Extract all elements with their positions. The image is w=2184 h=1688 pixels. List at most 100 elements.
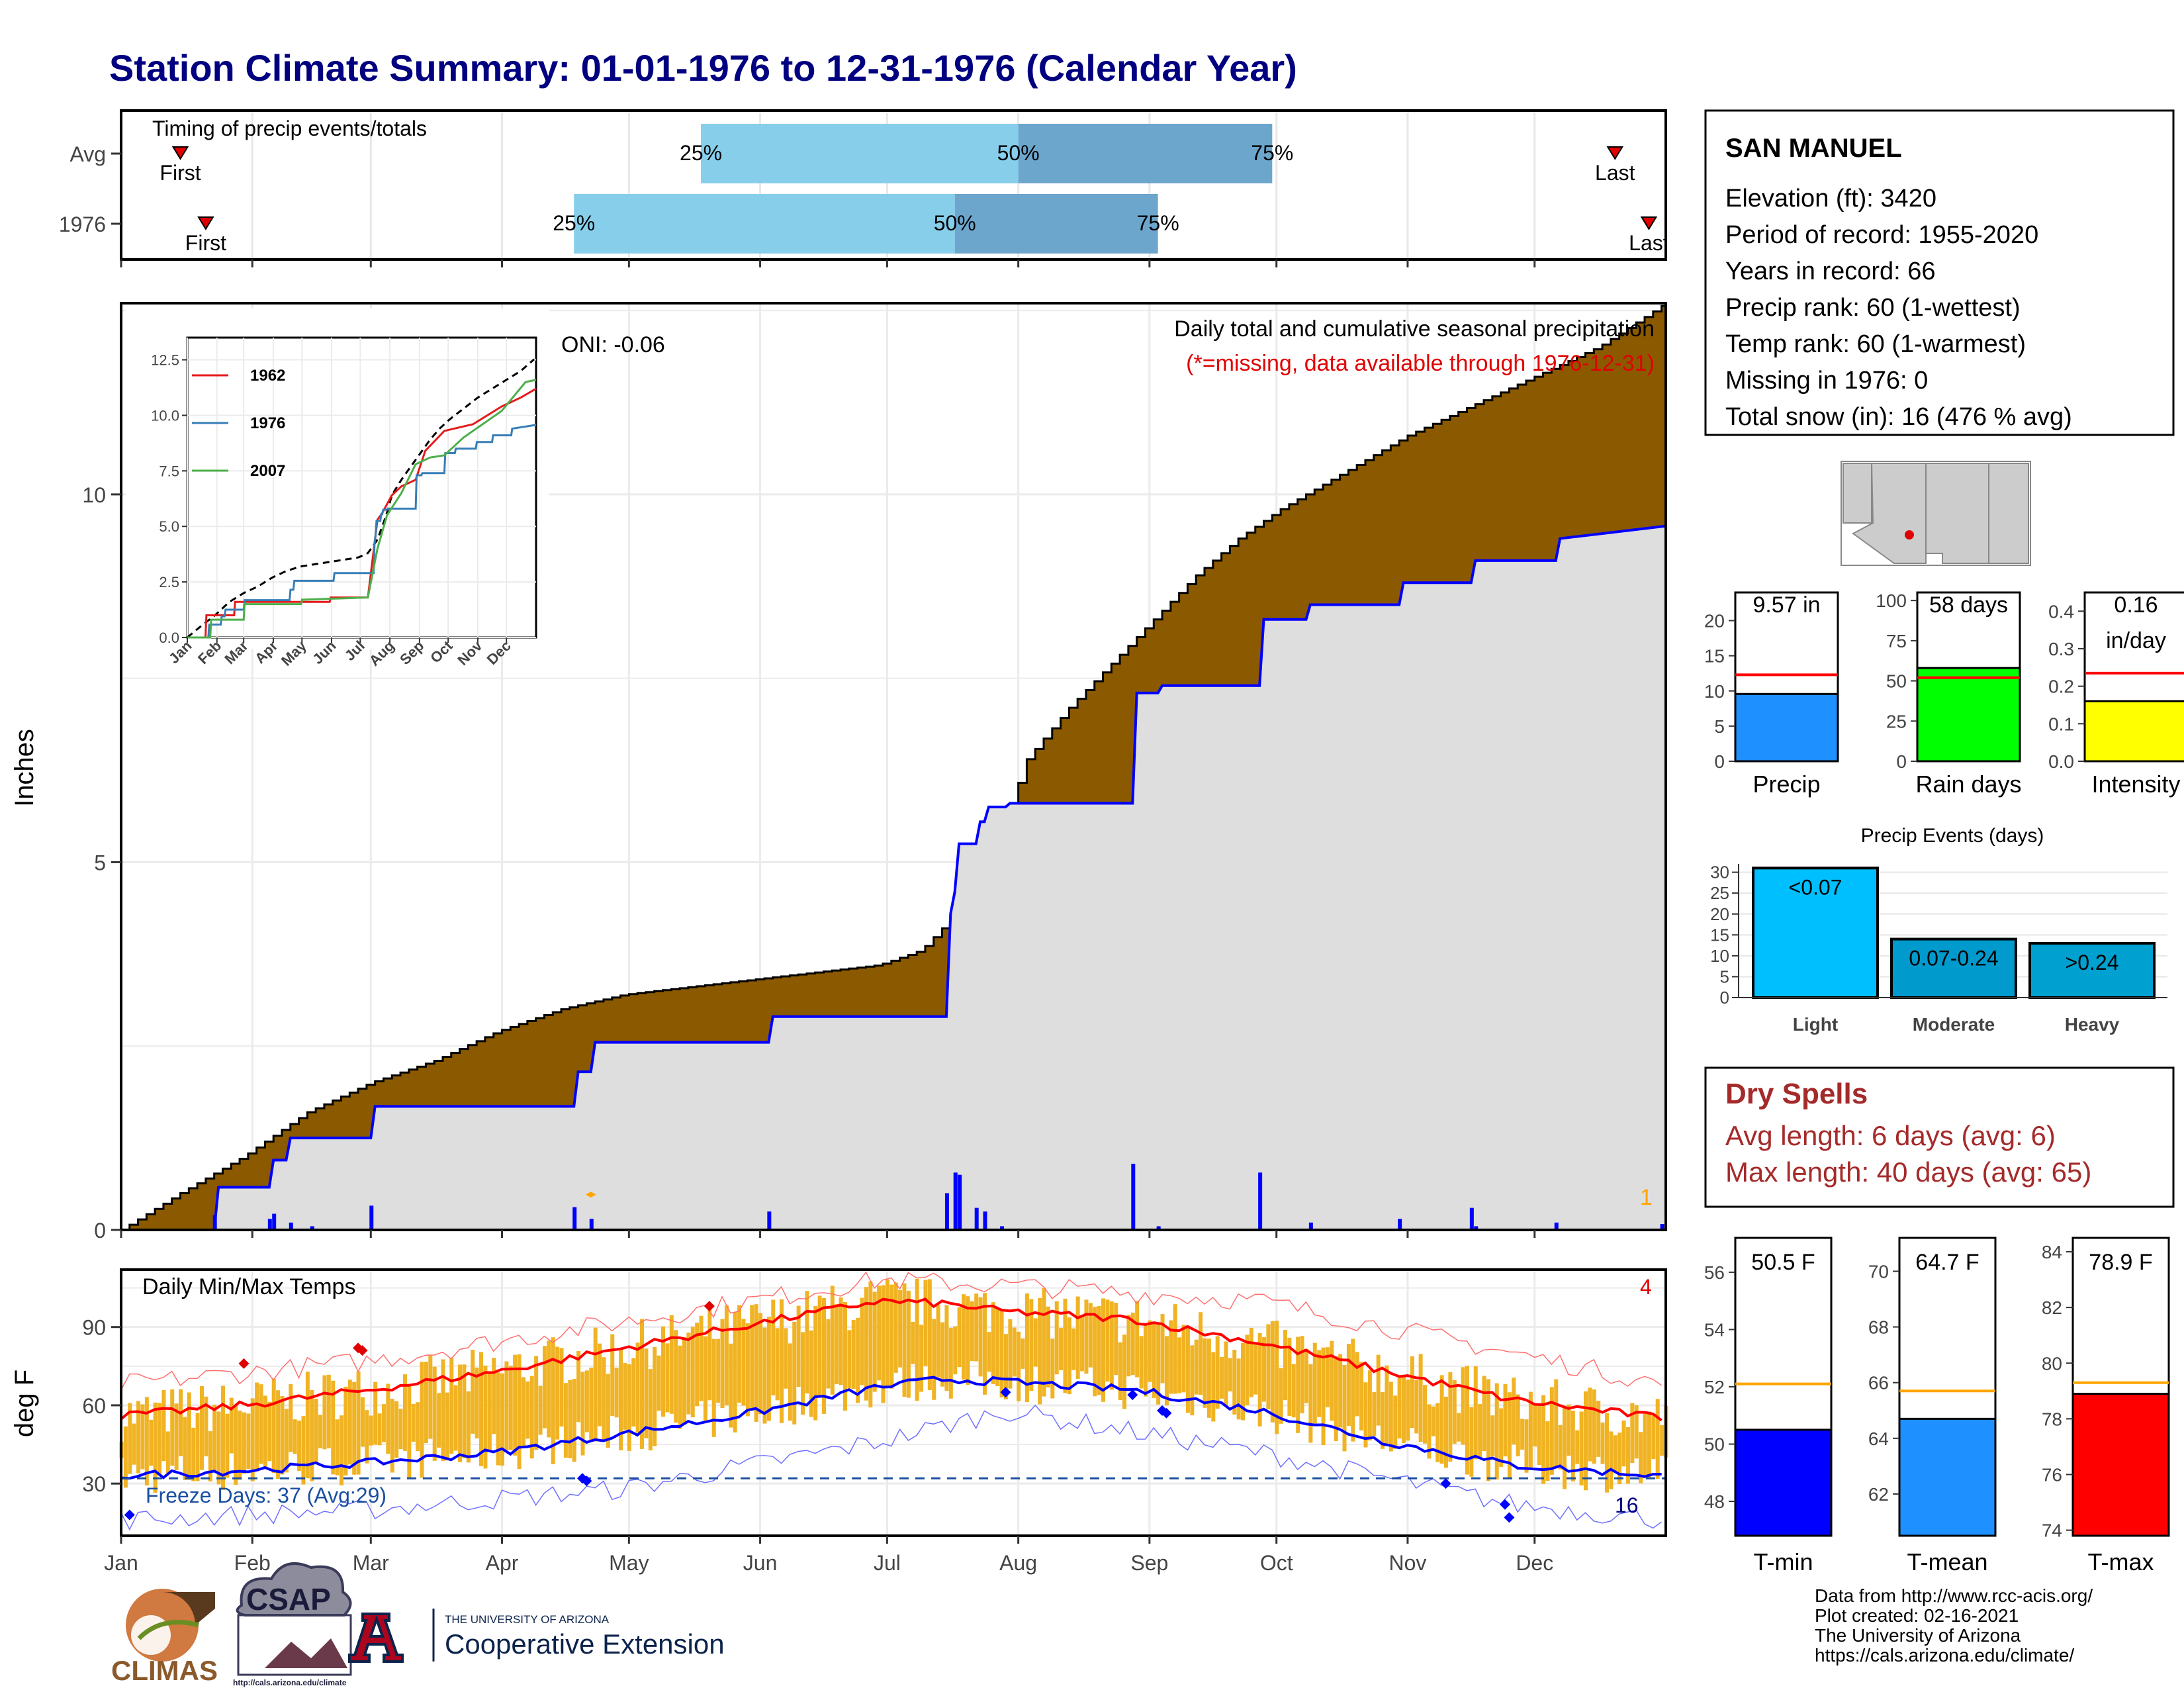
- record-low-marker: [1504, 1512, 1515, 1523]
- daily-temp-bar: [365, 1410, 369, 1464]
- daily-temp-bar: [821, 1297, 826, 1414]
- daily-temp-bar: [1067, 1317, 1071, 1395]
- daily-temp-bar: [234, 1405, 238, 1485]
- daily-temp-bar: [1604, 1413, 1609, 1493]
- daily-temp-bar: [289, 1384, 293, 1452]
- daily-temp-bar: [619, 1348, 623, 1451]
- daily-temp-bar: [1203, 1338, 1207, 1408]
- daily-temp-bar: [602, 1357, 606, 1441]
- daily-temp-bar: [538, 1385, 543, 1435]
- daily-temp-bar: [1017, 1331, 1021, 1401]
- daily-temp-bar: [1177, 1337, 1182, 1393]
- daily-temp-bar: [737, 1305, 742, 1403]
- daily-temp-bar: [136, 1401, 141, 1474]
- daily-temp-bar: [644, 1348, 649, 1438]
- daily-temp-bar: [906, 1290, 911, 1398]
- daily-temp-bar: [534, 1356, 539, 1450]
- daily-temp-bar: [953, 1326, 958, 1375]
- temp-ytick-label: 90: [82, 1316, 106, 1340]
- timing-p50-label: 50%: [997, 141, 1040, 165]
- temp-summary-ytick-label: 78: [2042, 1409, 2062, 1429]
- daily-temp-bar: [974, 1293, 979, 1362]
- daily-temp-bar: [640, 1319, 645, 1449]
- daily-temp-bar: [1609, 1431, 1614, 1489]
- record-min-line: [120, 1404, 1662, 1531]
- daily-temp-bar: [860, 1297, 864, 1385]
- events-category-label: Moderate: [1913, 1014, 1995, 1035]
- summary-ytick-label: 100: [1876, 590, 1907, 611]
- daily-precip-bar: [1398, 1219, 1402, 1230]
- temp-summary-bar-t-min: [1734, 1429, 1833, 1537]
- daily-temp-bar: [1596, 1401, 1601, 1457]
- station-info-line: Missing in 1976: 0: [1725, 367, 1928, 395]
- daily-temp-bar: [424, 1362, 428, 1444]
- daily-temp-bar: [250, 1398, 255, 1481]
- daily-precip-bar: [944, 1193, 949, 1230]
- daily-precip-bar: [983, 1211, 987, 1230]
- daily-temp-bar: [1084, 1299, 1089, 1374]
- daily-temp-bar: [1169, 1320, 1173, 1394]
- daily-temp-bar: [1376, 1354, 1381, 1426]
- daily-temp-bar: [238, 1410, 242, 1480]
- month-label: Sep: [1130, 1551, 1168, 1575]
- daily-temp-bar: [360, 1397, 365, 1447]
- timing-row-label: Avg: [69, 142, 106, 166]
- daily-temp-bar: [259, 1384, 263, 1464]
- daily-temp-bar: [750, 1305, 754, 1411]
- summary-bars: 0 5 10 15 20 9.57 in Precip 0 25 50 75 100 58 days Ra…: [1704, 590, 2184, 798]
- last-event-marker: [1606, 146, 1624, 160]
- daily-temp-bar: [466, 1391, 471, 1463]
- inset-ytick-label: 5.0: [159, 518, 179, 535]
- daily-temp-bar: [589, 1367, 594, 1441]
- daily-temp-bar: [1625, 1427, 1630, 1484]
- daily-precip-bar: [272, 1213, 277, 1230]
- daily-temp-bar: [475, 1367, 479, 1439]
- record-low-marker: [1000, 1387, 1011, 1398]
- daily-temp-bar: [1118, 1342, 1122, 1401]
- year-cumulative-line: [121, 524, 1666, 1231]
- daily-precip-bar: [1258, 1172, 1263, 1230]
- temp-summary-value: 78.9 F: [2089, 1250, 2152, 1275]
- daily-temp-bar: [1109, 1301, 1114, 1390]
- daily-temp-bar: [1312, 1342, 1317, 1424]
- precip-ytick-label: 10: [82, 483, 106, 507]
- events-bar-label: <0.07: [1789, 875, 1843, 899]
- daily-temp-bar: [529, 1376, 534, 1459]
- daily-temp-bar: [1291, 1364, 1296, 1418]
- daily-precip-bar: [953, 1172, 958, 1230]
- daily-temp-bar: [242, 1412, 246, 1474]
- daily-temp-bar: [373, 1382, 378, 1445]
- events-ytick-label: 5: [1720, 966, 1729, 986]
- daily-temp-bar: [1232, 1350, 1237, 1415]
- temp-summary-bar-t-max: [2071, 1393, 2170, 1537]
- daily-temp-bar: [1588, 1387, 1592, 1462]
- timing-p25-label: 25%: [553, 211, 595, 235]
- daily-temp-bar: [263, 1395, 267, 1469]
- daily-temp-bar: [352, 1382, 357, 1475]
- first-event-label: First: [159, 161, 201, 185]
- temp-summary-ytick-label: 48: [1704, 1491, 1725, 1512]
- daily-temp-bar: [255, 1382, 259, 1472]
- daily-temp-bar: [1059, 1327, 1064, 1371]
- daily-temp-bar: [653, 1346, 657, 1446]
- daily-temp-bar: [1266, 1324, 1271, 1409]
- events-category-label: Heavy: [2065, 1014, 2120, 1035]
- snow-count: 1: [1640, 1185, 1653, 1210]
- temp-summary-ytick-label: 70: [1868, 1261, 1889, 1282]
- daily-temp-bar: [1592, 1389, 1596, 1464]
- daily-temp-bar: [1330, 1340, 1334, 1421]
- temp-summary-ytick-label: 62: [1868, 1484, 1889, 1505]
- daily-temp-bar: [631, 1358, 636, 1427]
- daily-temp-bar: [525, 1381, 530, 1439]
- daily-temp-bar: [1457, 1413, 1461, 1442]
- daily-temp-bar: [686, 1333, 691, 1415]
- daily-temp-bar: [369, 1415, 373, 1446]
- temp-summary-bar-t-mean: [1898, 1417, 1997, 1537]
- daily-temp-bar: [1088, 1303, 1093, 1368]
- month-label: Jan: [104, 1551, 138, 1575]
- daily-temp-bar: [1164, 1336, 1169, 1406]
- inset-ytick-label: 12.5: [151, 352, 179, 369]
- daily-temp-bar: [1524, 1419, 1529, 1473]
- month-label: Feb: [234, 1551, 271, 1575]
